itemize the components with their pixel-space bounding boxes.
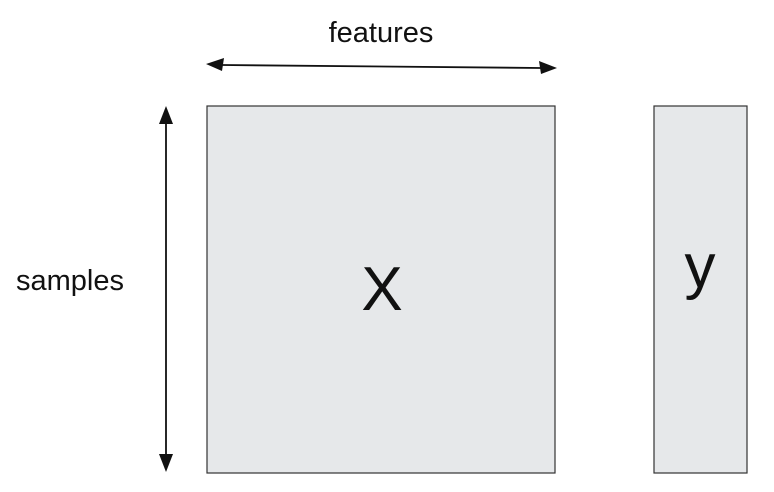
- y-vector-label: y: [685, 232, 716, 301]
- features-arrow: [206, 58, 557, 74]
- samples-arrow: [159, 106, 173, 472]
- x-matrix: [206, 105, 556, 474]
- features-label: features: [329, 17, 434, 49]
- samples-label: samples: [16, 265, 124, 297]
- x-matrix-label: X: [361, 255, 402, 324]
- y-vector: [653, 105, 748, 474]
